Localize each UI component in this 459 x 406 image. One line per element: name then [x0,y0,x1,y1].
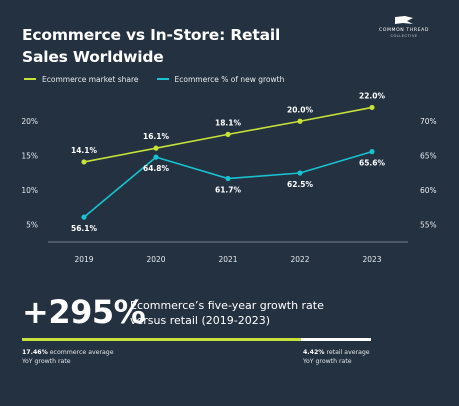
data-point-new-growth [153,154,159,160]
retail-growth-label-2: YoY growth rate [303,358,352,365]
data-point-market-share [81,159,87,165]
x-tick-label: 2020 [146,255,165,264]
data-point-market-share [225,131,231,137]
data-point-market-share [297,118,303,124]
data-label-market-share: 14.1% [71,146,98,155]
y-left-tick-label: 20% [21,117,38,126]
data-label-market-share: 22.0% [359,91,386,100]
brand-subtitle: COLLECTIVE [390,34,418,38]
y-right-tick-label: 65% [420,151,437,160]
ecommerce-growth-label: ecommerce average [49,349,114,356]
data-label-new-growth: 64.8% [143,164,170,173]
data-point-new-growth [81,214,87,220]
y-right-tick-label: 60% [420,186,437,195]
ecommerce-growth-stat: 17.46% ecommerce average YoY growth rate [22,348,114,366]
legend-label-new-growth: Ecommerce % of new growth [174,74,285,84]
y-right-tick-label: 70% [420,117,437,126]
series-line-new-growth [83,150,373,218]
title-line-2: Sales Worldwide [22,48,164,66]
legend-label-market-share: Ecommerce market share [42,74,139,84]
data-label-market-share: 18.1% [215,118,242,127]
y-right-tick-label: 55% [420,220,437,229]
legend-item-market-share: Ecommerce market share [24,75,139,84]
line-chart: 5% 10% 15% 20% 55% 60% 65% 70% 2019 2020 2021 2022 2… [21,91,437,264]
retail-growth-value: 4.42% [303,349,325,356]
title-line-1: Ecommerce vs In-Store: Retail [22,26,281,44]
growth-highlight-value: +295% [22,293,146,331]
data-label-market-share: 16.1% [143,132,170,141]
data-label-market-share: 20.0% [287,105,314,114]
growth-comparison-bar [22,338,371,341]
y-left-tick-label: 10% [21,186,38,195]
retail-growth-stat: 4.42% retail average YoY growth rate [303,348,370,366]
y-left-tick-label: 5% [26,220,38,229]
data-label-new-growth: 65.6% [359,159,386,168]
y-left-tick-label: 15% [21,151,38,160]
x-tick-label: 2021 [218,255,237,264]
data-point-market-share [369,104,375,111]
data-label-new-growth: 56.1% [71,224,98,233]
data-point-new-growth [297,170,303,176]
ecommerce-growth-label-2: YoY growth rate [22,358,71,365]
legend-swatch-new-growth [156,78,169,80]
chart-title: Ecommerce vs In-Store: Retail Sales Worl… [22,24,322,68]
brand-logo: COMMON THREAD COLLECTIVE [373,15,435,39]
retail-growth-label: retail average [326,349,370,356]
data-point-new-growth [369,149,375,155]
flag-logo-icon [395,16,413,24]
legend-swatch-market-share [24,78,36,80]
x-tick-label: 2022 [290,255,309,264]
legend-item-new-growth: Ecommerce % of new growth [156,74,285,84]
growth-highlight-caption: Ecommerce’s five-year growth rate versus… [130,299,324,327]
data-label-new-growth: 61.7% [215,186,242,195]
ecommerce-growth-bar-fill [22,338,302,341]
chart-legend: Ecommerce market share Ecommerce % of ne… [24,72,302,86]
brand-name: COMMON THREAD [378,28,430,33]
x-tick-label: 2023 [362,255,381,264]
x-tick-label: 2019 [74,255,93,264]
data-point-new-growth [225,175,231,182]
data-label-new-growth: 62.5% [287,180,314,189]
data-point-market-share [153,145,159,151]
ecommerce-growth-value: 17.46% [22,349,48,356]
